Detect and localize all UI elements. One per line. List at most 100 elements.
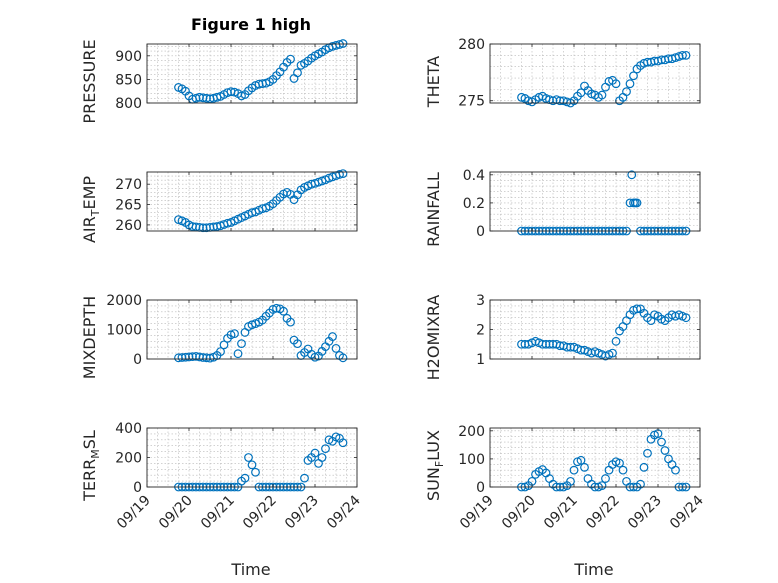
data-point	[338, 169, 348, 179]
data-point	[247, 460, 257, 470]
data-point	[286, 54, 295, 64]
subplot-air-temp: 260 265 270 AIRTEMP	[80, 169, 358, 243]
y-tick-label: 275	[458, 94, 485, 110]
y-tick-label: 850	[115, 72, 142, 88]
data-point	[678, 50, 687, 60]
y-tick-label: 260	[115, 218, 142, 234]
y-tick-label: 0	[476, 480, 485, 496]
data-point	[625, 79, 635, 89]
subplot-grid: 800 850 900 PRESSURE 275 280 THETA 260 265 270 AIR…	[80, 37, 707, 532]
data-point	[660, 446, 670, 455]
subplot-mixdepth: 0 1000 2000 MIXDEPTH	[80, 293, 358, 379]
y-tick-label: 270	[115, 177, 142, 193]
data-point	[331, 343, 341, 353]
data-point	[629, 71, 638, 81]
data-point	[202, 93, 211, 103]
y-tick-label: 265	[115, 198, 142, 214]
y-tick-label: 280	[458, 37, 485, 53]
axes-box	[489, 171, 701, 232]
data-point	[643, 448, 652, 458]
data-point	[566, 476, 575, 486]
data-point	[300, 473, 309, 483]
y-tick-label: 2	[476, 323, 485, 339]
data-point	[611, 336, 621, 346]
y-tick-label: 400	[115, 421, 142, 437]
subplot-theta: 275 280 THETA	[424, 37, 701, 110]
data-point	[636, 479, 645, 489]
data-point	[310, 448, 320, 458]
y-tick-label: 2000	[106, 293, 142, 309]
data-point	[219, 340, 229, 350]
data-point	[639, 462, 649, 472]
data-point	[632, 198, 642, 208]
data-point	[611, 79, 621, 89]
y-tick-label: 0	[133, 352, 142, 368]
y-axis-label: RAINFALL	[424, 172, 443, 247]
data-point	[671, 465, 680, 475]
data-point	[622, 87, 631, 97]
data-point	[293, 339, 302, 349]
figure-title: Figure 1 high	[191, 15, 311, 34]
data-point	[240, 473, 250, 483]
data-point	[618, 465, 628, 475]
y-tick-label: 3	[476, 293, 485, 309]
data-point	[335, 170, 344, 179]
y-axis-label: AIRTEMP	[80, 176, 102, 243]
data-point	[251, 467, 260, 477]
data-point	[338, 39, 348, 48]
y-tick-label: 0.2	[463, 196, 485, 212]
data-point	[569, 465, 579, 475]
axes-box	[489, 427, 701, 488]
data-point	[286, 317, 295, 327]
data-point	[335, 40, 344, 49]
data-point	[233, 349, 243, 359]
y-tick-label: 1000	[106, 323, 142, 339]
y-tick-label: 900	[115, 49, 142, 65]
y-tick-label: 200	[458, 424, 485, 440]
data-point	[293, 68, 302, 78]
x-axis-label-right: Time	[573, 560, 613, 579]
subplot-h2omixra: 1 2 3 H2OMIXRA	[424, 293, 701, 381]
y-tick-label: 100	[458, 452, 485, 468]
data-point	[216, 347, 225, 357]
x-axis-label-left: Time	[230, 560, 270, 579]
data-point	[627, 170, 637, 180]
axes-box	[146, 43, 358, 104]
data-point	[328, 332, 337, 341]
y-tick-label: 800	[115, 96, 142, 112]
data-point	[244, 453, 253, 462]
axes-box	[146, 171, 358, 232]
data-point	[237, 339, 246, 349]
data-point	[615, 458, 624, 468]
y-tick-label: 1	[476, 352, 485, 368]
data-point	[580, 462, 589, 472]
data-point	[576, 455, 586, 465]
data-point	[338, 438, 348, 448]
data-point	[597, 90, 607, 100]
y-tick-label: 0	[133, 480, 142, 496]
y-axis-label: THETA	[424, 56, 443, 108]
data-point	[321, 444, 330, 454]
data-point	[681, 313, 691, 323]
subplot-pressure: 800 850 900 PRESSURE	[80, 39, 358, 124]
data-point	[317, 453, 327, 462]
subplot-rainfall: 0 0.2 0.4 RAINFALL	[424, 168, 701, 247]
y-tick-label: 0	[476, 224, 485, 240]
data-point	[338, 353, 348, 363]
y-axis-label: PRESSURE	[80, 39, 99, 123]
axes-box	[489, 43, 701, 104]
y-tick-label: 200	[115, 451, 142, 467]
data-point	[632, 304, 642, 314]
y-tick-label: 0.4	[463, 168, 485, 184]
y-axis-label: MIXDEPTH	[80, 296, 99, 379]
y-axis-label: SUNFLUX	[424, 430, 446, 501]
data-point	[601, 474, 610, 483]
y-axis-label: TERRMSL	[80, 430, 102, 502]
y-axis-label: H2OMIXRA	[424, 295, 443, 381]
data-point	[681, 50, 691, 60]
data-point	[279, 306, 288, 316]
data-point	[230, 329, 239, 339]
data-point	[608, 348, 617, 358]
data-point	[597, 481, 607, 490]
